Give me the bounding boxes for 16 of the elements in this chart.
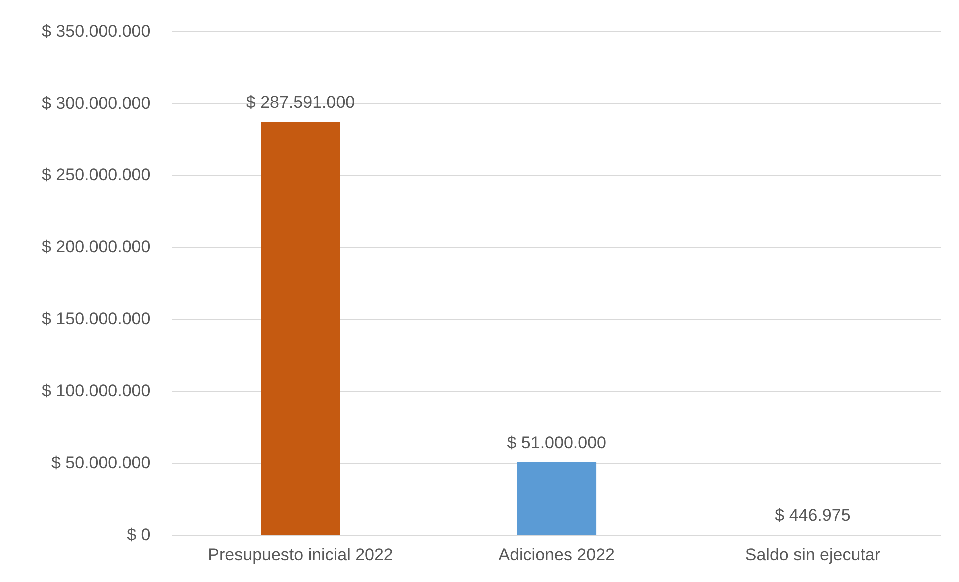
bar <box>517 462 597 536</box>
x-tick-label: Adiciones 2022 <box>498 545 615 564</box>
y-tick-label: $ 100.000.000 <box>42 381 151 400</box>
bar <box>261 122 340 536</box>
y-tick-label: $ 0 <box>127 525 151 544</box>
data-label: $ 51.000.000 <box>507 433 606 452</box>
y-tick-label: $ 350.000.000 <box>42 22 151 41</box>
x-tick-label: Saldo sin ejecutar <box>745 545 881 564</box>
data-label: $ 446.975 <box>775 506 851 526</box>
y-tick-label: $ 250.000.000 <box>42 166 151 185</box>
y-tick-label: $ 300.000.000 <box>42 94 151 113</box>
data-label: $ 287.591.000 <box>246 93 356 112</box>
x-tick-label: Presupuesto inicial 2022 <box>208 545 394 564</box>
y-tick-label: $ 200.000.000 <box>42 238 151 257</box>
y-tick-label: $ 50.000.000 <box>51 453 151 472</box>
y-tick-label: $ 150.000.000 <box>42 310 151 329</box>
